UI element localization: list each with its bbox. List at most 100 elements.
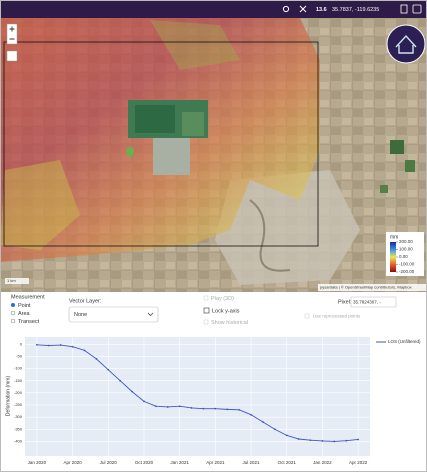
point	[131, 390, 133, 393]
x-tick-label: Jul 2021	[243, 460, 261, 465]
x-tick-label: Jan 2022	[313, 460, 332, 465]
y-tick-label: -50	[16, 353, 23, 358]
lock-label: Lock y-axis	[212, 308, 240, 314]
legend-label: LOS (Unfiltered)	[388, 339, 421, 344]
y-tick-label: -300	[14, 414, 23, 419]
checkbox[interactable]	[203, 319, 209, 325]
play-label: Play (3D)	[211, 296, 234, 302]
y-tick-label: -400	[14, 438, 23, 443]
point	[345, 439, 348, 442]
colorbar	[390, 242, 396, 272]
zoom-level: 13.6	[316, 7, 327, 13]
point	[59, 344, 62, 346]
point	[47, 344, 50, 347]
point	[357, 438, 360, 441]
y-tick-label: -250	[14, 402, 23, 407]
plot-area	[25, 337, 370, 456]
y-tick-label: 0	[20, 341, 23, 346]
series-line	[36, 344, 359, 442]
point	[214, 407, 217, 410]
radio[interactable]	[10, 318, 16, 324]
x-tick-label: Jan 2020	[28, 460, 47, 465]
x-tick-label: Oct 2020	[135, 460, 154, 465]
measurement-label: Measurement	[11, 294, 45, 300]
point	[309, 439, 312, 442]
coords-clip: 35.7837, -119.6235	[332, 7, 379, 13]
colorbar-label: -200.00	[399, 269, 415, 274]
point	[273, 428, 276, 431]
coords: 35.7837, -119.6235	[332, 7, 379, 13]
point	[333, 440, 336, 443]
zoom-buttons[interactable]	[9, 26, 15, 40]
point	[178, 405, 181, 408]
zoom-control[interactable]	[6, 23, 18, 45]
y-tick-label: -100	[14, 366, 23, 371]
app-logo[interactable]	[386, 24, 426, 64]
tools-icon[interactable]	[299, 5, 307, 13]
radio[interactable]	[10, 310, 16, 316]
pixel-label: Pixel:	[338, 299, 352, 305]
vector-layer-label: Vector Layer:	[69, 298, 102, 304]
attribution[interactable]: pysardata | © OpenStreetMap contributors…	[320, 285, 412, 290]
point	[95, 357, 98, 360]
point	[107, 368, 110, 371]
scale-label: 1 km	[7, 278, 16, 283]
fullscreen-button[interactable]	[6, 50, 18, 62]
radio-selected[interactable]	[11, 303, 15, 307]
checkbox[interactable]	[304, 313, 310, 319]
x-tick-label: Oct 2021	[278, 460, 297, 465]
vector-select[interactable]	[68, 306, 159, 323]
point	[35, 343, 38, 346]
search-icon[interactable]	[282, 5, 290, 13]
point	[154, 405, 157, 408]
point	[226, 408, 229, 411]
point	[143, 400, 145, 403]
top-bar	[0, 0, 427, 18]
point	[166, 406, 169, 408]
x-tick-label: Apr 2022	[349, 460, 368, 465]
point	[285, 434, 288, 437]
chart: Deformation (mm) 0 -50 -100 -150 -200 -250 -30…	[5, 337, 421, 465]
point	[202, 407, 205, 410]
y-tick-label: -350	[14, 426, 23, 431]
y-tick-label: -150	[14, 378, 23, 383]
radio-label: Transect	[18, 319, 40, 325]
y-axis-title: Deformation (mm)	[5, 376, 11, 417]
reprocessed-label: Use reprocessed points	[313, 314, 361, 319]
pixel-input[interactable]	[350, 296, 397, 308]
y-tick-label: -200	[14, 390, 23, 395]
x-tick-label: Jan 2021	[170, 460, 189, 465]
colorbar-label: -100.00	[399, 262, 415, 267]
x-tick-label: Apr 2020	[63, 460, 82, 465]
point	[321, 440, 324, 442]
x-tick-label: Jul 2020	[100, 460, 118, 465]
vector-value: None	[74, 312, 87, 318]
settings-icon[interactable]	[412, 4, 422, 14]
colorbar-label: 0.00	[399, 254, 408, 259]
checkbox[interactable]	[203, 307, 210, 314]
select-arrow	[147, 312, 154, 316]
point	[238, 408, 241, 411]
point	[297, 438, 300, 440]
point	[119, 379, 122, 382]
x-tick-label: Apr 2021	[206, 460, 225, 465]
colorbar-label: 200.00	[399, 239, 413, 244]
point	[71, 345, 74, 348]
point	[250, 413, 252, 416]
map[interactable]	[0, 18, 427, 292]
point	[83, 349, 86, 352]
colorbar-label: 100.00	[399, 247, 413, 252]
pixel-value: 35.7824307, -	[353, 299, 381, 304]
historical-label: Show historical	[211, 320, 248, 326]
radio-label: Area	[18, 311, 31, 317]
map-marker[interactable]	[126, 147, 134, 158]
radio-label: Point	[18, 303, 31, 309]
scale-bar	[5, 278, 29, 284]
colorbar-unit: mm	[390, 234, 398, 240]
checkbox[interactable]	[203, 295, 209, 301]
attribution-bg	[318, 284, 427, 291]
doc-icon[interactable]	[400, 4, 408, 14]
logo-house	[395, 34, 417, 54]
point	[190, 407, 193, 409]
